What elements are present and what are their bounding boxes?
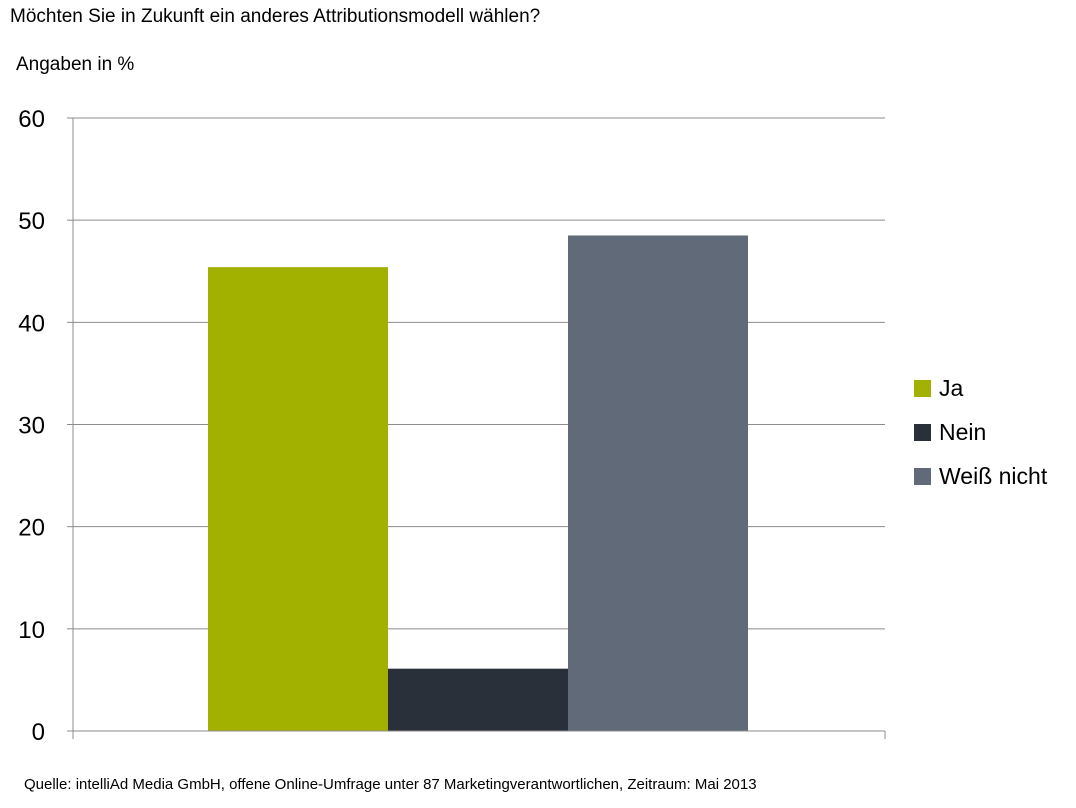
legend-label: Weiß nicht	[939, 462, 1048, 489]
y-tick-label-30: 30	[18, 413, 45, 440]
gridlines	[73, 117, 885, 630]
y-axis-ticks: 0 10 20 30 40 50 60	[18, 106, 73, 746]
bars	[208, 235, 748, 731]
legend-label: Ja	[939, 374, 964, 401]
axes	[72, 118, 886, 739]
legend-swatch	[914, 467, 931, 485]
legend-label: Nein	[939, 418, 987, 445]
legend-item: Ja	[914, 366, 1047, 410]
bar-weiß-nicht	[568, 235, 748, 731]
chart-legend: Ja Nein Weiß nicht	[914, 366, 1047, 498]
source-note: Quelle: intelliAd Media GmbH, offene Onl…	[24, 776, 757, 793]
y-axis-unit-label: Angaben in %	[16, 54, 135, 75]
y-tick-label-0: 0	[32, 719, 45, 746]
bar-nein	[388, 668, 568, 731]
y-tick-label-50: 50	[18, 208, 45, 235]
y-tick-label-40: 40	[18, 310, 45, 337]
bar-ja	[208, 267, 388, 731]
y-tick-label-20: 20	[18, 515, 45, 542]
legend-item: Weiß nicht	[914, 454, 1047, 498]
legend-swatch	[914, 379, 931, 397]
legend-item: Nein	[914, 410, 1047, 454]
y-tick-label-60: 60	[18, 106, 45, 133]
chart-title: Möchten Sie in Zukunft ein anderes Attri…	[10, 6, 541, 27]
legend-swatch	[914, 423, 931, 441]
y-tick-label-10: 10	[18, 617, 45, 644]
